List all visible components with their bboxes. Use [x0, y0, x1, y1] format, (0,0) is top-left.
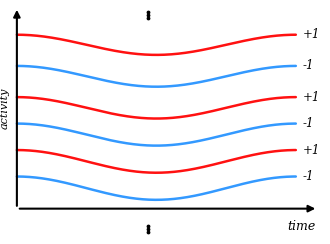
Text: +1: +1: [303, 143, 320, 157]
Text: +1: +1: [303, 91, 320, 104]
Text: -1: -1: [303, 170, 314, 183]
Text: activity: activity: [0, 87, 9, 129]
Text: -1: -1: [303, 117, 314, 130]
Text: +1: +1: [303, 28, 320, 41]
Text: time: time: [287, 220, 315, 233]
Text: -1: -1: [303, 60, 314, 72]
